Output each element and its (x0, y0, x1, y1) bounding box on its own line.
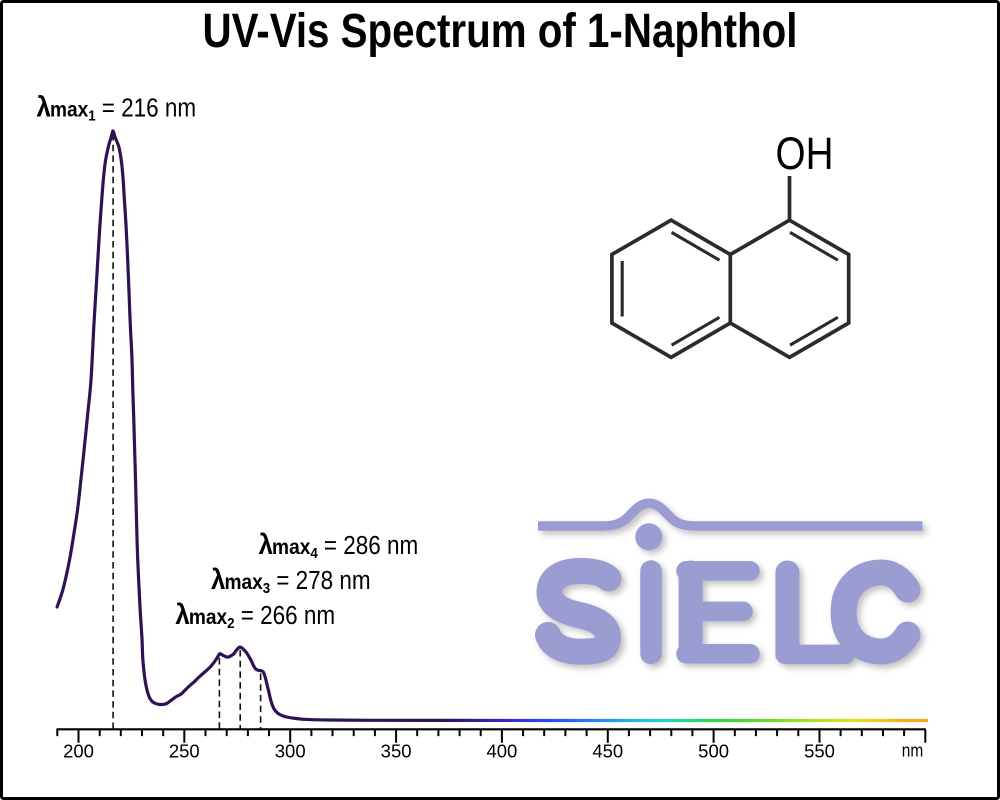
svg-text:nm: nm (902, 741, 924, 761)
svg-text:450: 450 (592, 741, 623, 762)
svg-text:= 266 nm: = 266 nm (241, 602, 335, 631)
svg-text:500: 500 (698, 741, 729, 762)
svg-text:= 286 nm: = 286 nm (324, 532, 418, 561)
svg-text:= 216 nm: = 216 nm (102, 94, 196, 123)
svg-text:λmax3: λmax3 (211, 563, 270, 598)
svg-text:250: 250 (169, 741, 200, 762)
svg-text:550: 550 (804, 741, 835, 762)
svg-text:400: 400 (486, 741, 517, 762)
svg-text:UV-Vis Spectrum of 1-Naphthol: UV-Vis Spectrum of 1-Naphthol (203, 5, 798, 58)
svg-text:200: 200 (63, 741, 94, 762)
svg-text:OH: OH (776, 128, 834, 179)
svg-text:= 278 nm: = 278 nm (276, 567, 370, 596)
svg-text:350: 350 (381, 741, 412, 762)
svg-text:300: 300 (275, 741, 306, 762)
